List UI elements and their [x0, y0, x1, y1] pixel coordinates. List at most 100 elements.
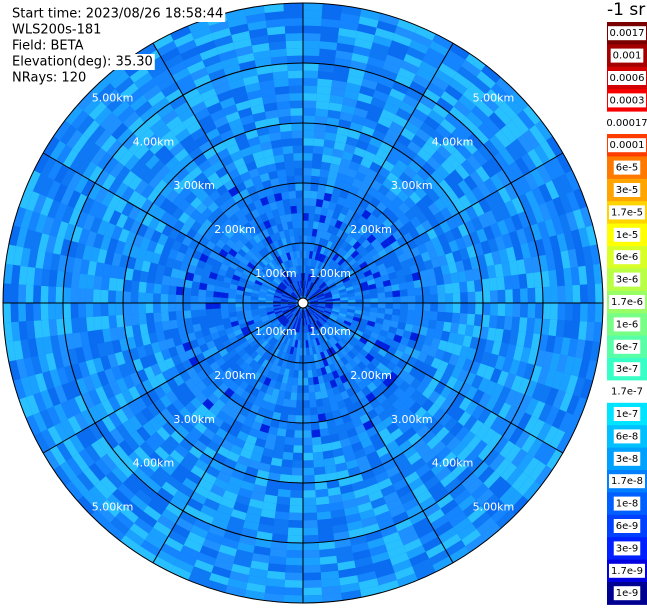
range-gate: [136, 247, 147, 261]
range-gate: [241, 244, 250, 254]
range-gate: [161, 224, 174, 237]
range-gate: [360, 157, 373, 169]
range-gate: [359, 509, 376, 521]
range-gate: [356, 326, 366, 333]
range-gate: [398, 392, 411, 404]
range-gate: [294, 362, 300, 371]
range-gate: [265, 352, 273, 362]
range-gate: [398, 315, 408, 324]
range-gate: [115, 166, 131, 183]
range-gate: [374, 276, 383, 284]
range-gate: [317, 184, 327, 193]
range-gate: [312, 444, 323, 453]
range-gate: [220, 292, 229, 299]
range-gate: [303, 587, 323, 596]
range-gate: [72, 453, 89, 472]
range-gate: [404, 220, 416, 233]
range-gate: [240, 340, 250, 349]
range-gate: [264, 278, 272, 285]
range-gate: [491, 250, 502, 265]
range-gate: [303, 258, 306, 266]
range-gate: [173, 101, 191, 116]
range-gate: [258, 310, 267, 315]
range-gate: [280, 317, 288, 325]
range-gate: [139, 441, 155, 457]
range-gate: [358, 322, 367, 329]
range-gate: [94, 262, 105, 277]
range-gate: [8, 360, 21, 381]
range-gate: [237, 107, 253, 119]
range-gate: [304, 288, 307, 296]
range-gate: [166, 475, 183, 491]
range-gate: [500, 125, 518, 144]
range-gate: [303, 115, 316, 124]
range-gate: [291, 354, 297, 363]
range-gate: [150, 431, 166, 447]
range-gate: [179, 457, 195, 472]
range-gate: [459, 313, 468, 325]
range-gate: [329, 284, 337, 290]
range-gate: [303, 572, 322, 581]
range-gate: [319, 169, 330, 178]
range-gate: [520, 288, 528, 303]
range-gate: [122, 111, 140, 128]
colorbar: -1 sr0.00170.0010.00060.00030.000170.000…: [606, 0, 647, 605]
range-gate: [194, 330, 204, 340]
range-gate: [178, 382, 190, 395]
range-gate: [222, 339, 232, 348]
range-gate: [585, 264, 595, 285]
range-gate: [309, 307, 316, 313]
range-gate: [82, 375, 96, 392]
range-gate: [209, 134, 224, 148]
range-gate: [378, 13, 400, 26]
range-gate: [345, 82, 362, 93]
range-gate: [273, 249, 280, 258]
range-gate: [340, 337, 349, 346]
range-gate: [244, 513, 261, 524]
range-gate: [109, 210, 122, 226]
range-gate: [161, 245, 172, 258]
range-gate: [405, 504, 423, 519]
range-gate: [181, 419, 195, 433]
range-gate: [84, 143, 101, 162]
range-gate: [308, 316, 313, 324]
range-gate: [237, 248, 247, 258]
range-gate: [385, 54, 404, 68]
range-gate: [314, 289, 322, 295]
range-gate: [120, 82, 139, 100]
range-gate: [279, 184, 289, 193]
range-gate: [220, 307, 229, 314]
range-gate: [526, 317, 535, 334]
range-gate: [296, 250, 301, 259]
range-gate: [463, 415, 478, 431]
range-gate: [211, 434, 225, 446]
range-gate: [146, 353, 158, 367]
range-gate: [266, 226, 275, 236]
range-gate: [54, 422, 70, 442]
colorbar-label: 3e-9: [616, 543, 639, 554]
range-gate: [76, 115, 95, 135]
range-gate: [303, 243, 307, 251]
range-gate: [287, 183, 296, 192]
range-gate: [168, 366, 180, 378]
range-gate: [165, 435, 180, 450]
range-gate: [212, 377, 224, 388]
range-gate: [380, 239, 391, 249]
range-gate: [465, 535, 486, 553]
range-gate: [166, 403, 179, 417]
range-gate: [398, 282, 408, 291]
range-gate: [437, 254, 448, 267]
colorbar-unit: -1 sr: [607, 0, 645, 20]
range-gate: [331, 226, 340, 236]
range-gate: [281, 359, 288, 369]
range-gate: [445, 216, 458, 230]
range-gate: [303, 527, 319, 536]
range-gate: [186, 60, 206, 75]
range-gate: [347, 292, 356, 298]
range-gate: [234, 209, 245, 220]
range-gate: [193, 74, 212, 88]
range-gate: [196, 259, 206, 270]
range-gate: [517, 453, 534, 472]
range-gate: [246, 261, 256, 270]
range-gate: [211, 565, 232, 579]
